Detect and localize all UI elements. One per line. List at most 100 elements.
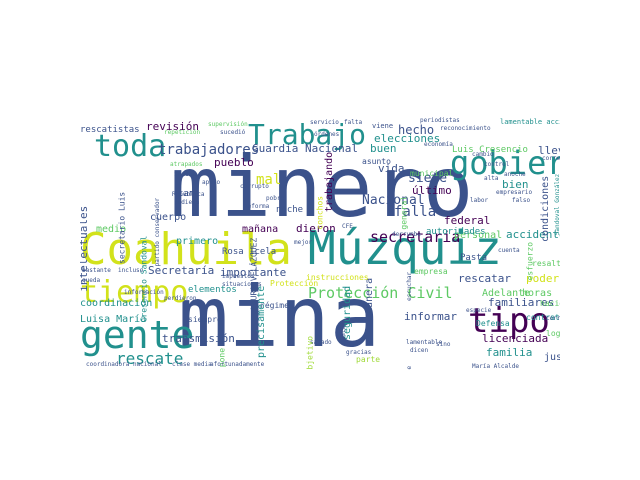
cloud-word-94: partido conservador (154, 197, 161, 266)
cloud-word-8: toda (94, 129, 166, 164)
cloud-word-61: elementos (188, 285, 237, 295)
cloud-word-57: Luis Cresencio (452, 145, 528, 155)
cloud-word-82: periodistas (420, 117, 460, 124)
cloud-word-133: objetivo (305, 336, 314, 370)
cloud-word-69: noche (276, 205, 303, 215)
cloud-word-27: importante (220, 266, 286, 279)
cloud-word-122: lamentable (406, 339, 443, 346)
cloud-word-30: coordinación (80, 297, 152, 309)
cloud-word-44: justo (544, 352, 560, 363)
cloud-word-41: último (412, 184, 452, 197)
cloud-word-79: Protección (270, 278, 318, 288)
cloud-word-130: clase media (172, 361, 212, 368)
cloud-word-92: Sedena (174, 171, 196, 178)
cloud-word-89: repetición (164, 129, 201, 136)
cloud-word-15: Nacional (362, 193, 425, 208)
cloud-word-113: impuestos (222, 273, 255, 280)
cloud-word-60: Cresencio Sandoval (139, 236, 148, 323)
cloud-word-45: dieron (296, 222, 336, 235)
cloud-word-51: trabajando (324, 152, 335, 212)
cloud-word-46: Rosa Icela (222, 247, 276, 257)
cloud-word-22: buen (370, 142, 397, 155)
cloud-word-67: Pasta (460, 253, 487, 263)
cloud-word-117: queda (82, 277, 100, 284)
cloud-word-86: cambio (472, 151, 494, 158)
cloud-word-105: control (484, 161, 510, 168)
cloud-word-115: bastante (82, 267, 111, 274)
cloud-word-126: sino (436, 341, 451, 348)
cloud-word-97: corrupto (240, 183, 269, 190)
cloud-word-132: María Alcalde (472, 363, 519, 370)
cloud-word-135: reconocimiento (440, 125, 491, 132)
cloud-word-101: conchos (315, 196, 324, 230)
cloud-word-68: empresa (414, 267, 448, 276)
cloud-word-66: Defensa (476, 319, 510, 328)
cloud-word-49: cuerpo (150, 212, 186, 223)
cloud-word-127: dicen (410, 347, 428, 354)
cloud-word-120: CFE (342, 223, 353, 230)
cloud-word-2: Múzquiz (308, 221, 502, 275)
cloud-word-84: falta (344, 119, 362, 126)
cloud-word-108: empresario (496, 189, 533, 196)
cloud-word-90: supervisión (208, 121, 248, 128)
cloud-word-42: informar (404, 310, 457, 323)
cloud-word-23: llevar (538, 144, 560, 157)
cloud-word-7: gobierno (450, 144, 560, 182)
cloud-word-11: Protección Civil (308, 284, 453, 302)
cloud-word-32: familiares (488, 296, 554, 309)
cloud-word-14: falla (394, 204, 436, 220)
cloud-word-116: incluso (118, 267, 144, 274)
cloud-word-71: régimen (260, 300, 294, 310)
cloud-word-3: Coahuila (80, 224, 292, 275)
cloud-word-104: Sandoval González (554, 173, 560, 235)
cloud-word-33: familia (486, 346, 532, 359)
cloud-word-138: gracias (346, 349, 372, 356)
cloud-word-123: especie (466, 307, 492, 314)
cloud-word-39: personal (454, 230, 502, 241)
cloud-word-107: anoche (504, 171, 526, 178)
cloud-word-76: haciendo (540, 299, 560, 308)
cloud-word-74: general (399, 196, 408, 230)
cloud-word-95: República (172, 191, 205, 198)
cloud-word-131: afortunadamente (210, 361, 265, 368)
cloud-word-83: servicio (310, 119, 339, 126)
cloud-word-34: rescatar (458, 272, 511, 285)
cloud-word-47: primero (176, 236, 218, 247)
cloud-word-111: instrucciones (306, 273, 369, 282)
cloud-word-37: poder (526, 272, 559, 285)
word-cloud: minero mina Múzquiz Coahuila gente tiempo tipo… (80, 116, 560, 370)
cloud-word-80: siempre (188, 315, 222, 324)
cloud-word-48: medio (96, 224, 126, 235)
cloud-word-54: condiciones (540, 176, 551, 242)
cloud-word-29: transmisión (162, 332, 235, 345)
cloud-word-6: tipo (468, 301, 550, 341)
cloud-word-100: LAURA VELÁZQUEZ (247, 238, 258, 310)
cloud-word-55: manera (364, 278, 375, 314)
cloud-word-65: contrato (526, 313, 560, 322)
cloud-word-109: falso (512, 197, 530, 204)
cloud-word-19: Guardia Nacional (252, 142, 358, 155)
cloud-word-64: resaltar (532, 259, 560, 268)
cloud-word-38: accidente (506, 228, 560, 241)
cloud-word-93: apoyo (202, 179, 220, 186)
cloud-word-134: órdenes (314, 131, 340, 138)
cloud-word-52: intelectuales (80, 206, 90, 292)
cloud-word-26: pueblo (214, 156, 254, 169)
cloud-word-124: corrupción (546, 315, 560, 322)
cloud-word-25: vida (378, 162, 405, 175)
cloud-word-85: viene (372, 122, 393, 130)
cloud-word-96: pudiera (174, 199, 200, 206)
cloud-word-63: municipal (410, 169, 454, 178)
cloud-word-112: situaciones (222, 281, 262, 288)
cloud-word-43: licenciada (482, 332, 548, 345)
cloud-word-110: labor (470, 197, 488, 204)
cloud-word-75: lograr (546, 329, 560, 338)
cloud-word-81: lamentable accidente (500, 118, 560, 126)
cloud-word-40: federal (444, 214, 490, 227)
cloud-word-98: pobre (266, 195, 284, 202)
cloud-word-125: cuenta (498, 247, 520, 254)
cloud-word-102: derrumbe (392, 231, 421, 238)
cloud-word-10: rescate (116, 349, 183, 368)
cloud-word-91: atrapados (170, 161, 203, 168)
